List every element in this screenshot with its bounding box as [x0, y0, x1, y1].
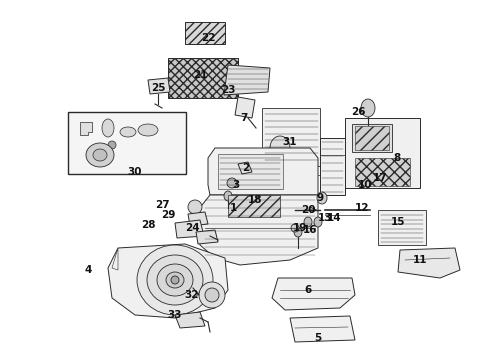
Polygon shape [320, 138, 345, 195]
Text: 28: 28 [141, 220, 155, 230]
Text: 12: 12 [355, 203, 369, 213]
Ellipse shape [361, 99, 375, 117]
Ellipse shape [166, 272, 184, 288]
Text: 24: 24 [185, 223, 199, 233]
Text: 21: 21 [193, 70, 207, 80]
Text: 9: 9 [317, 193, 323, 203]
Text: 26: 26 [351, 107, 365, 117]
Polygon shape [148, 78, 170, 94]
Polygon shape [208, 148, 318, 195]
Polygon shape [175, 312, 205, 328]
Bar [352, 124, 392, 152]
Bar [68, 112, 186, 174]
Bar [228, 195, 280, 217]
Bar [218, 154, 283, 189]
Ellipse shape [188, 200, 202, 214]
Polygon shape [272, 278, 355, 310]
Text: 32: 32 [185, 290, 199, 300]
Text: 33: 33 [168, 310, 182, 320]
Ellipse shape [294, 227, 302, 237]
Polygon shape [196, 230, 218, 244]
Polygon shape [398, 248, 460, 278]
Text: 31: 31 [283, 137, 297, 147]
Polygon shape [238, 162, 252, 174]
Text: 29: 29 [161, 210, 175, 220]
Bar [378, 210, 426, 245]
Text: 30: 30 [128, 167, 142, 177]
Text: 1: 1 [229, 203, 237, 213]
Text: 19: 19 [293, 223, 307, 233]
Text: 27: 27 [155, 200, 170, 210]
Bar [355, 158, 410, 186]
Bar [185, 22, 225, 44]
Ellipse shape [93, 149, 107, 161]
Text: 16: 16 [303, 225, 317, 235]
Text: 17: 17 [373, 173, 387, 183]
Polygon shape [80, 122, 92, 135]
Ellipse shape [314, 217, 322, 227]
Text: 22: 22 [201, 33, 215, 43]
Ellipse shape [108, 141, 116, 149]
Ellipse shape [291, 224, 299, 232]
Polygon shape [112, 248, 118, 270]
Text: 18: 18 [248, 195, 262, 205]
Ellipse shape [270, 136, 290, 160]
Ellipse shape [227, 178, 237, 188]
Polygon shape [188, 212, 208, 226]
Bar [168, 58, 238, 98]
Bar [262, 108, 320, 166]
Text: 3: 3 [232, 180, 240, 190]
Ellipse shape [138, 124, 158, 136]
Text: 2: 2 [243, 163, 249, 173]
Text: 20: 20 [301, 205, 315, 215]
Ellipse shape [157, 264, 193, 296]
Ellipse shape [317, 192, 327, 204]
Text: 11: 11 [413, 255, 427, 265]
Polygon shape [108, 244, 228, 318]
Ellipse shape [102, 119, 114, 137]
Text: 7: 7 [240, 113, 247, 123]
Ellipse shape [199, 282, 225, 308]
Polygon shape [175, 220, 204, 238]
Text: 6: 6 [304, 285, 312, 295]
Polygon shape [290, 316, 355, 342]
Ellipse shape [147, 255, 203, 305]
Text: 10: 10 [358, 180, 372, 190]
Ellipse shape [224, 191, 232, 201]
Ellipse shape [171, 276, 179, 284]
Text: 23: 23 [221, 85, 235, 95]
Text: 4: 4 [84, 265, 92, 275]
Polygon shape [345, 118, 420, 188]
Text: 13: 13 [318, 213, 332, 223]
Text: 14: 14 [327, 213, 342, 223]
Ellipse shape [137, 245, 213, 315]
Ellipse shape [120, 127, 136, 137]
Polygon shape [198, 195, 318, 265]
Text: 15: 15 [391, 217, 405, 227]
Ellipse shape [86, 143, 114, 167]
Ellipse shape [304, 217, 312, 227]
Polygon shape [224, 65, 270, 95]
Text: 25: 25 [151, 83, 165, 93]
Polygon shape [235, 97, 255, 118]
Text: 5: 5 [315, 333, 321, 343]
Bar [355, 126, 389, 150]
Text: 8: 8 [393, 153, 401, 163]
Ellipse shape [205, 288, 219, 302]
